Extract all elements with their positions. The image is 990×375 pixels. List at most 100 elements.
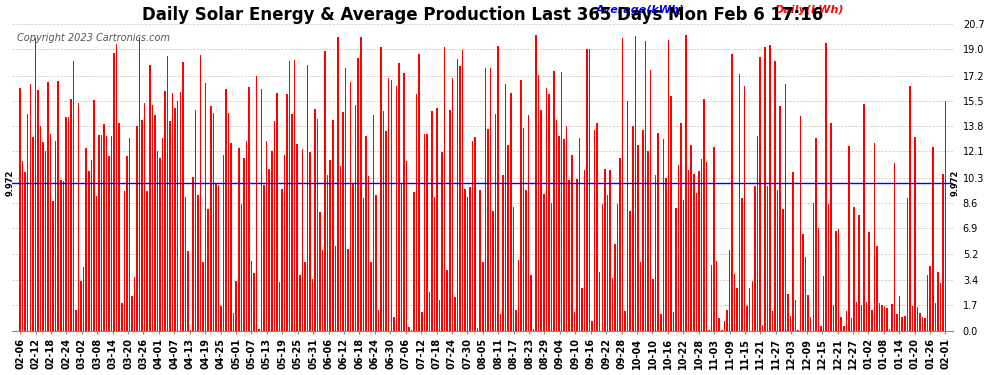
- Bar: [187, 251, 189, 331]
- Bar: [649, 70, 651, 331]
- Bar: [134, 277, 136, 331]
- Bar: [706, 162, 707, 331]
- Bar: [360, 37, 361, 331]
- Bar: [40, 126, 42, 331]
- Bar: [670, 96, 671, 331]
- Bar: [922, 317, 924, 331]
- Bar: [782, 209, 783, 331]
- Bar: [772, 311, 773, 331]
- Bar: [843, 326, 844, 331]
- Bar: [52, 201, 53, 331]
- Bar: [75, 310, 77, 331]
- Bar: [520, 80, 522, 331]
- Bar: [276, 93, 277, 331]
- Bar: [469, 188, 471, 331]
- Bar: [848, 146, 849, 331]
- Bar: [335, 246, 336, 331]
- Bar: [449, 110, 450, 331]
- Bar: [166, 56, 168, 331]
- Bar: [726, 310, 728, 331]
- Bar: [474, 136, 476, 331]
- Bar: [442, 152, 443, 331]
- Bar: [192, 177, 194, 331]
- Bar: [215, 184, 217, 331]
- Bar: [411, 330, 413, 331]
- Bar: [174, 108, 176, 331]
- Bar: [200, 54, 201, 331]
- Bar: [159, 158, 160, 331]
- Bar: [90, 160, 92, 331]
- Bar: [241, 204, 242, 331]
- Bar: [625, 311, 626, 331]
- Bar: [65, 117, 66, 331]
- Bar: [296, 144, 298, 331]
- Text: Average(kWh): Average(kWh): [596, 5, 685, 15]
- Bar: [268, 169, 270, 331]
- Bar: [643, 130, 644, 331]
- Bar: [111, 136, 113, 331]
- Bar: [531, 276, 532, 331]
- Bar: [652, 279, 653, 331]
- Bar: [30, 84, 31, 331]
- Bar: [591, 321, 593, 331]
- Bar: [927, 275, 929, 331]
- Bar: [255, 76, 257, 331]
- Bar: [355, 105, 356, 331]
- Bar: [367, 176, 369, 331]
- Bar: [932, 147, 934, 331]
- Bar: [510, 93, 512, 331]
- Bar: [419, 54, 420, 331]
- Bar: [340, 166, 342, 331]
- Bar: [858, 215, 859, 331]
- Bar: [393, 317, 395, 331]
- Bar: [886, 308, 888, 331]
- Bar: [787, 294, 789, 331]
- Bar: [260, 89, 262, 331]
- Text: 9.972: 9.972: [950, 170, 959, 196]
- Bar: [278, 282, 280, 331]
- Bar: [25, 172, 26, 331]
- Bar: [914, 137, 916, 331]
- Bar: [662, 139, 664, 331]
- Bar: [161, 138, 163, 331]
- Bar: [909, 86, 911, 331]
- Bar: [810, 316, 812, 331]
- Text: Copyright 2023 Cartronics.com: Copyright 2023 Cartronics.com: [17, 33, 170, 43]
- Bar: [126, 156, 128, 331]
- Bar: [596, 123, 598, 331]
- Bar: [853, 207, 854, 331]
- Bar: [103, 124, 105, 331]
- Bar: [439, 300, 441, 331]
- Bar: [716, 261, 718, 331]
- Bar: [320, 211, 321, 331]
- Bar: [756, 136, 758, 331]
- Bar: [286, 94, 288, 331]
- Bar: [388, 78, 389, 331]
- Bar: [263, 185, 265, 331]
- Bar: [940, 283, 941, 331]
- Bar: [281, 189, 283, 331]
- Bar: [312, 279, 313, 331]
- Bar: [620, 158, 621, 331]
- Bar: [894, 164, 895, 331]
- Bar: [675, 207, 677, 331]
- Bar: [414, 192, 415, 331]
- Bar: [578, 138, 580, 331]
- Bar: [612, 278, 613, 331]
- Bar: [154, 115, 155, 331]
- Bar: [871, 310, 872, 331]
- Bar: [635, 36, 637, 331]
- Bar: [461, 50, 463, 331]
- Bar: [719, 318, 720, 331]
- Bar: [169, 121, 171, 331]
- Bar: [899, 296, 901, 331]
- Bar: [446, 270, 447, 331]
- Bar: [561, 72, 562, 331]
- Bar: [739, 74, 741, 331]
- Bar: [541, 110, 542, 331]
- Bar: [526, 190, 527, 331]
- Bar: [98, 135, 100, 331]
- Bar: [729, 249, 731, 331]
- Bar: [698, 171, 700, 331]
- Bar: [57, 81, 59, 331]
